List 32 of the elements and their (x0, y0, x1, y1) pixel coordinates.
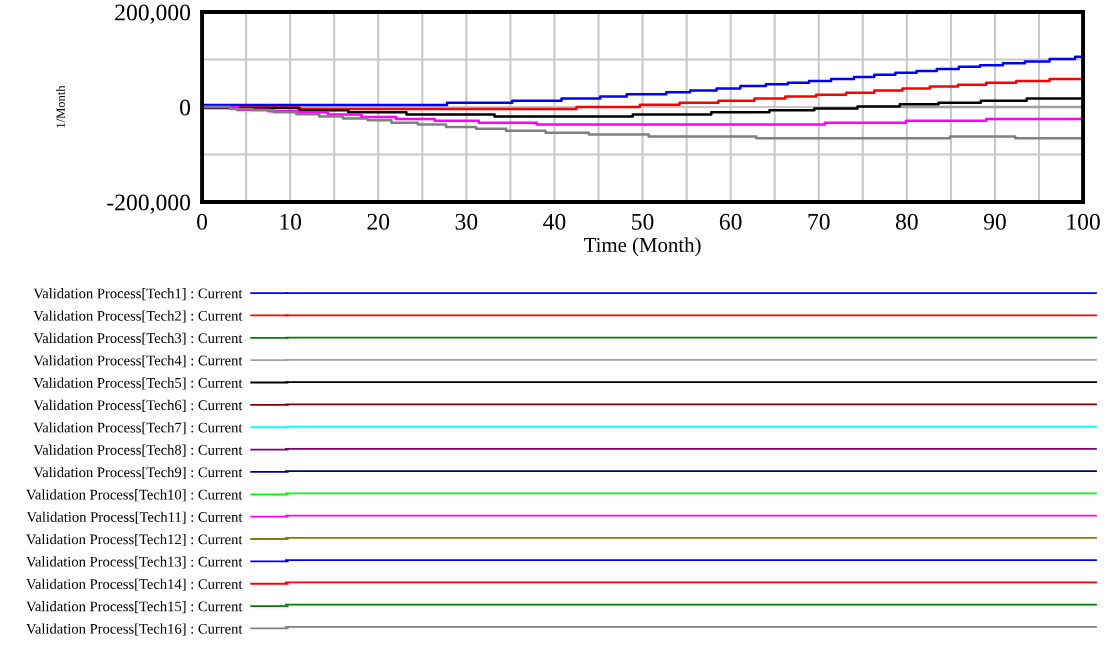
legend-label: Validation Process[Tech11] : Current (26, 511, 243, 524)
legend-label: Validation Process[Tech10] : Current (26, 489, 243, 502)
legend-label: Validation Process[Tech15] : Current (26, 601, 243, 614)
legend-label: Validation Process[Tech13] : Current (26, 556, 243, 569)
legend-label: Validation Process[Tech16] : Current (26, 623, 243, 636)
y-tick-label: 0 (180, 99, 191, 116)
x-tick-label: 80 (895, 213, 918, 230)
x-axis-title: Time (Month) (583, 237, 701, 257)
x-tick-label: 100 (1067, 213, 1100, 230)
x-tick-label: 30 (455, 213, 478, 230)
legend-label: Validation Process[Tech7] : Current (33, 422, 243, 435)
x-tick-label: 50 (632, 213, 654, 230)
legend-label: Validation Process[Tech4] : Current (33, 355, 243, 368)
x-tick-label: 10 (280, 213, 302, 230)
x-tick-label: 40 (543, 213, 566, 230)
legend-label: Validation Process[Tech6] : Current (33, 399, 243, 412)
legend-label: Validation Process[Tech14] : Current (26, 578, 243, 591)
legend-label: Validation Process[Tech8] : Current (33, 444, 243, 457)
legend-label: Validation Process[Tech9] : Current (33, 466, 243, 480)
legend-label: Validation Process[Tech1] : Current (33, 288, 243, 301)
y-tick-label: 200,000 (115, 4, 191, 24)
x-tick-label: 60 (719, 213, 742, 230)
y-axis-title: 1/Month (56, 85, 65, 128)
x-tick-label: 0 (197, 213, 208, 230)
legend-label: Validation Process[Tech12] : Current (26, 534, 243, 547)
legend-label: Validation Process[Tech3] : Current (33, 332, 243, 345)
legend-label: Validation Process[Tech5] : Current (33, 377, 243, 390)
legend-label: Validation Process[Tech2] : Current (33, 310, 243, 323)
x-tick-label: 90 (983, 213, 1006, 230)
x-tick-label: 70 (808, 213, 830, 230)
y-tick-label: -200,000 (107, 194, 191, 214)
x-tick-label: 20 (367, 213, 390, 230)
